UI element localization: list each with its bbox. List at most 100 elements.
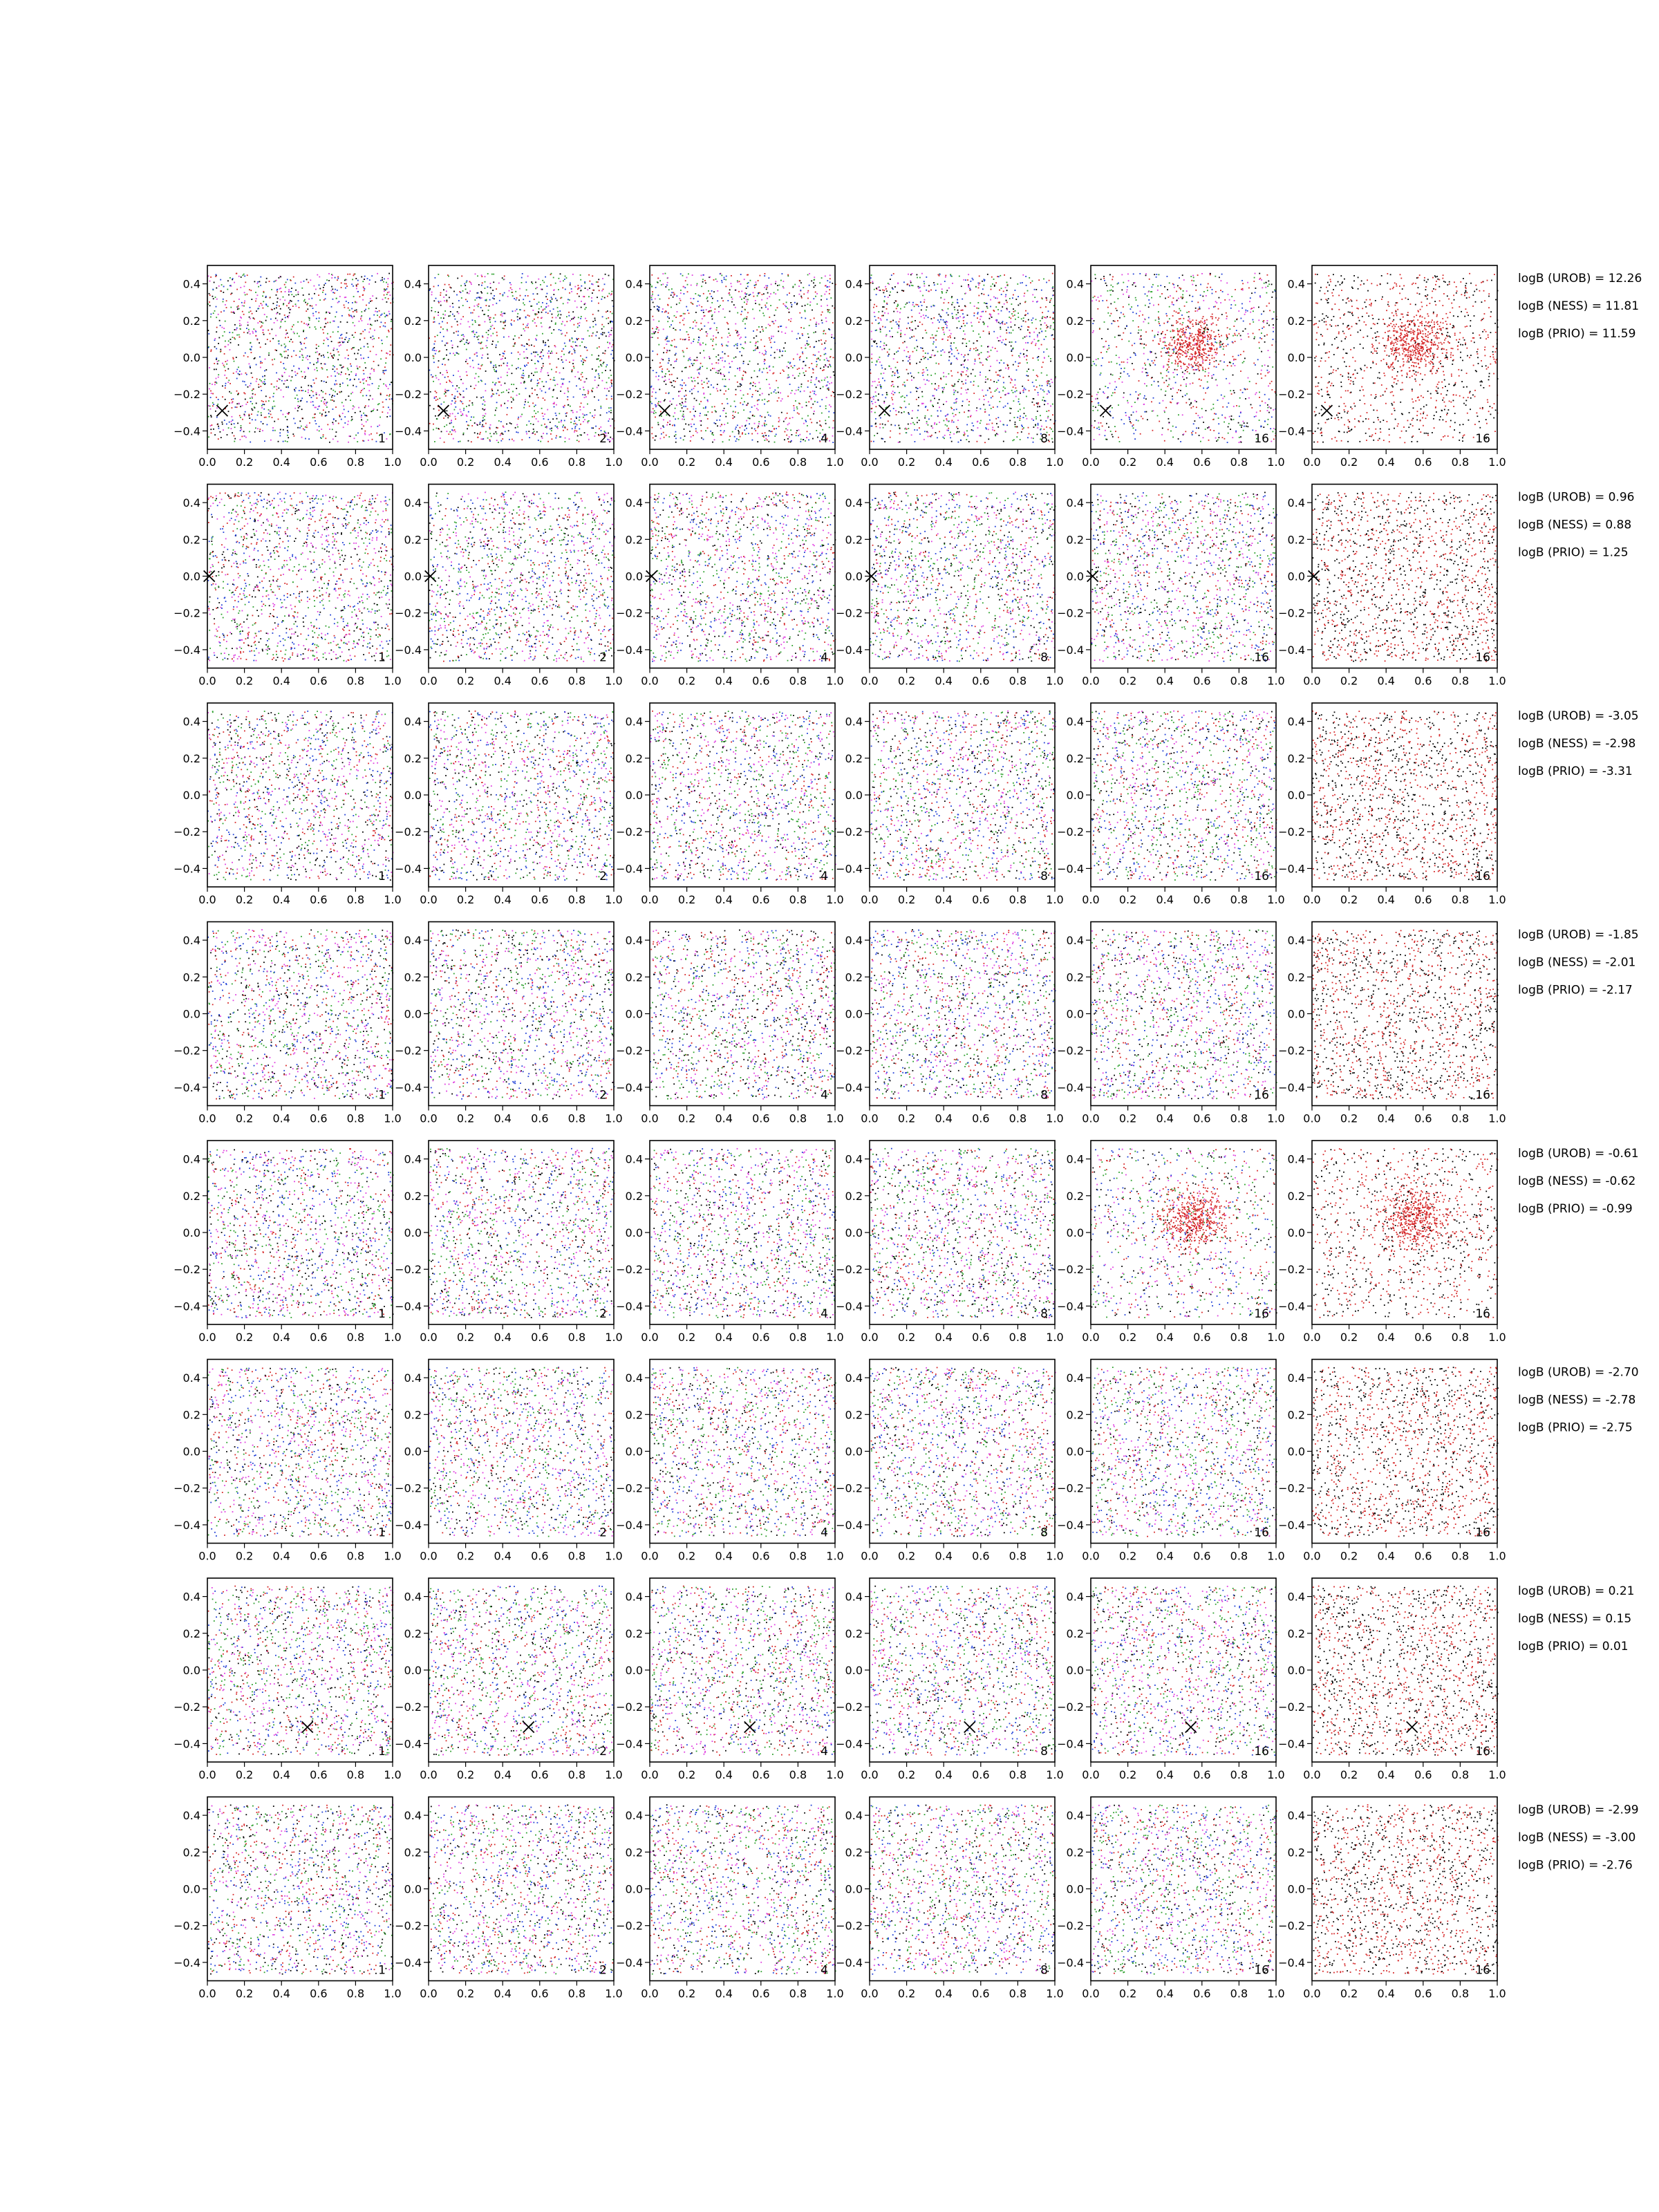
point xyxy=(435,353,436,355)
point xyxy=(212,393,214,395)
point xyxy=(216,359,217,360)
point xyxy=(605,370,606,371)
point xyxy=(261,415,262,416)
point xyxy=(606,395,608,396)
point xyxy=(509,368,510,370)
point xyxy=(215,411,216,412)
point xyxy=(437,399,438,400)
point xyxy=(323,355,324,356)
point xyxy=(281,291,282,292)
point xyxy=(341,391,342,393)
point xyxy=(274,322,275,324)
point xyxy=(574,420,575,422)
point xyxy=(268,353,270,354)
point xyxy=(220,431,221,433)
point xyxy=(260,327,261,328)
point xyxy=(269,416,270,418)
point xyxy=(514,346,515,347)
point xyxy=(339,364,341,366)
point xyxy=(508,430,509,431)
point xyxy=(499,300,500,301)
point xyxy=(208,416,209,418)
point xyxy=(251,413,252,415)
point xyxy=(354,406,355,408)
point xyxy=(298,294,299,295)
point xyxy=(462,383,464,384)
point xyxy=(498,378,499,379)
point xyxy=(339,346,340,347)
point xyxy=(561,356,562,357)
point xyxy=(458,313,460,315)
point xyxy=(368,390,370,391)
point xyxy=(471,425,473,427)
point xyxy=(370,350,371,352)
point xyxy=(277,298,279,299)
point xyxy=(261,421,262,422)
point xyxy=(265,281,267,283)
point xyxy=(254,357,256,359)
point xyxy=(447,329,448,330)
point xyxy=(303,343,305,344)
point xyxy=(290,380,292,382)
point xyxy=(447,322,448,324)
point xyxy=(287,441,288,442)
point xyxy=(362,299,364,301)
point xyxy=(369,384,371,386)
point xyxy=(432,377,433,378)
point xyxy=(299,406,301,407)
point xyxy=(298,292,299,293)
point xyxy=(462,334,464,335)
point xyxy=(338,326,339,328)
point xyxy=(274,386,275,388)
point xyxy=(343,366,344,368)
point xyxy=(487,315,489,317)
point xyxy=(474,354,476,355)
point xyxy=(515,310,516,312)
x-tick-label: 0.0 xyxy=(198,456,216,469)
point xyxy=(500,315,502,316)
point xyxy=(299,368,300,370)
point xyxy=(288,308,290,309)
point xyxy=(492,333,494,335)
point xyxy=(362,294,364,296)
point xyxy=(608,336,610,337)
point xyxy=(312,417,314,418)
point xyxy=(601,372,603,373)
point xyxy=(375,354,377,355)
point xyxy=(240,328,241,330)
point xyxy=(352,419,353,420)
point xyxy=(389,354,391,355)
point xyxy=(564,279,565,280)
point xyxy=(534,406,535,407)
point xyxy=(570,283,571,284)
point xyxy=(211,416,212,418)
point xyxy=(225,321,226,322)
point xyxy=(369,279,371,281)
point xyxy=(377,409,378,411)
point xyxy=(434,441,435,442)
point xyxy=(376,298,377,299)
point xyxy=(231,421,232,422)
point xyxy=(367,377,368,378)
point xyxy=(308,324,309,325)
point xyxy=(294,408,296,409)
point xyxy=(377,388,379,389)
point xyxy=(276,313,277,315)
point xyxy=(231,312,232,313)
point xyxy=(364,310,366,312)
point xyxy=(293,276,294,278)
point xyxy=(362,320,363,321)
point xyxy=(556,397,558,399)
point xyxy=(303,330,304,331)
point xyxy=(383,371,384,372)
point xyxy=(308,317,310,319)
point xyxy=(588,393,589,394)
point xyxy=(391,321,392,322)
point xyxy=(608,407,610,409)
point xyxy=(490,287,491,288)
point xyxy=(220,279,221,281)
point xyxy=(272,329,273,330)
point xyxy=(566,277,568,279)
point xyxy=(261,412,262,413)
point xyxy=(291,329,292,330)
